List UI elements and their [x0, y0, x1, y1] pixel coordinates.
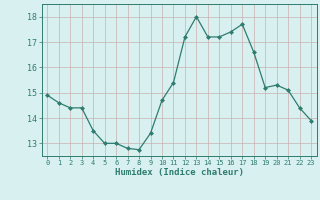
X-axis label: Humidex (Indice chaleur): Humidex (Indice chaleur)	[115, 168, 244, 177]
